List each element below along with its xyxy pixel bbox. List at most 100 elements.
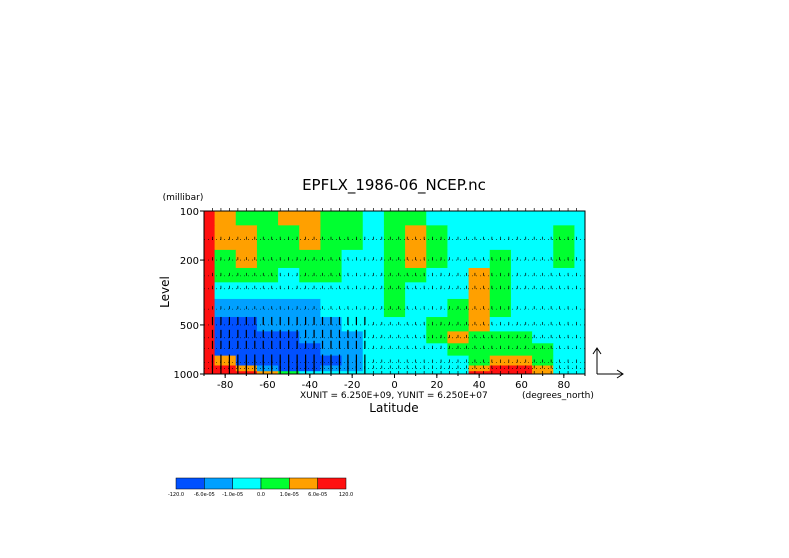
y-axis-label: Level [158, 276, 172, 308]
heatmap-cell [426, 298, 448, 318]
heatmap-cell [204, 331, 216, 344]
heatmap-cell [426, 282, 448, 300]
x-axis-label: Latitude [369, 401, 418, 415]
heatmap-cell [320, 282, 343, 300]
heatmap-cell [341, 317, 364, 332]
heatmap-cell [426, 355, 448, 366]
heatmap-cell [278, 343, 300, 357]
heatmap-cell [468, 249, 491, 269]
x-tick-label: 20 [430, 380, 443, 391]
heatmap-cell [510, 298, 533, 318]
heatmap-cell [383, 355, 406, 366]
reference-vector-key [592, 347, 624, 379]
heatmap-cell [510, 371, 533, 375]
heatmap-cell [510, 331, 533, 344]
heatmap-cell [553, 343, 575, 357]
heatmap-cell [574, 365, 586, 372]
heatmap-cell [256, 282, 279, 300]
heatmap-cell [214, 371, 237, 375]
colorbar-label: 120.0 [339, 492, 353, 498]
heatmap-cell [214, 298, 237, 318]
heatmap-cell [553, 211, 575, 226]
heatmap-cell [553, 225, 575, 251]
heatmap-cell [256, 317, 279, 332]
heatmap-cell [426, 249, 448, 269]
heatmap-cell [574, 211, 586, 226]
heatmap-cell [341, 282, 364, 300]
heatmap-cell [574, 225, 586, 251]
heatmap-cell [468, 365, 491, 372]
heatmap-cell [383, 317, 406, 332]
heatmap-cell [341, 298, 364, 318]
heatmap-cell [299, 282, 321, 300]
heatmap-cells [204, 211, 586, 375]
heatmap-cell [574, 371, 586, 375]
heatmap-cell [256, 371, 279, 375]
unit-note: XUNIT = 6.250E+09, YUNIT = 6.250E+07 [300, 391, 488, 401]
heatmap-cell [489, 211, 512, 226]
heatmap-cell [532, 365, 554, 372]
heatmap-cell [468, 282, 491, 300]
heatmap-cell [468, 225, 491, 251]
heatmap-cell [468, 317, 491, 332]
heatmap-cell [553, 371, 575, 375]
heatmap-cell [510, 211, 533, 226]
heatmap-cell [405, 365, 427, 372]
heatmap-cell [426, 317, 448, 332]
heatmap-cell [256, 365, 279, 372]
heatmap-cell [299, 371, 321, 375]
y-axis-ticks: 100 200 500 1000 [174, 207, 204, 381]
x-tick-label: 80 [557, 380, 570, 391]
colorbar-swatch [204, 477, 233, 490]
heatmap-cell [299, 225, 321, 251]
heatmap-cell [204, 371, 216, 375]
colorbar-label: -6.0e-05 [194, 492, 215, 498]
heatmap-cell [447, 343, 470, 357]
heatmap-cell [341, 211, 364, 226]
heatmap-cell [426, 343, 448, 357]
y-tick-label: 100 [180, 207, 199, 218]
heatmap-cell [299, 365, 321, 372]
heatmap-cell [299, 355, 321, 366]
heatmap-cell [341, 343, 364, 357]
reference-arrow-up-head [592, 347, 602, 355]
heatmap-cell [574, 282, 586, 300]
heatmap-cell [256, 331, 279, 344]
heatmap-cell [383, 298, 406, 318]
flux-vectors [211, 208, 577, 374]
heatmap-cell [574, 317, 586, 332]
heatmap-cell [299, 317, 321, 332]
colorbar-swatch [317, 477, 347, 490]
x-axis-ticks: -80 -60 -40 -20 0 20 40 60 80 [203, 374, 586, 391]
heatmap-cell [468, 211, 491, 226]
heatmap-cell [341, 371, 364, 375]
heatmap-cell [214, 249, 237, 269]
heatmap-cell [510, 282, 533, 300]
heatmap-cell [553, 355, 575, 366]
heatmap-cell [383, 249, 406, 269]
heatmap-cell [383, 343, 406, 357]
heatmap-cell [510, 365, 533, 372]
heatmap-cell [468, 298, 491, 318]
heatmap-cell [532, 282, 554, 300]
y-axis-units: (millibar) [163, 193, 204, 203]
heatmap-cell [204, 282, 216, 300]
heatmap-cell [383, 365, 406, 372]
colorbar-legend: -120.0 -6.0e-05 -1.0e-05 0.0 1.0e-05 6.0e-05 1… [168, 477, 353, 498]
heatmap-cell [510, 267, 533, 283]
heatmap-cell [341, 355, 364, 366]
heatmap-cell [299, 249, 321, 269]
heatmap-cell [235, 211, 258, 226]
heatmap-cell [214, 343, 237, 357]
colorbar-label: -120.0 [168, 492, 184, 498]
heatmap-cell [383, 371, 406, 375]
heatmap-cell [553, 317, 575, 332]
heatmap-cell [299, 343, 321, 357]
heatmap-cell [489, 343, 512, 357]
heatmap-cell [510, 343, 533, 357]
colorbar-label: 1.0e-05 [280, 492, 299, 498]
colorbar-swatch [175, 477, 205, 490]
heatmap-cell [574, 343, 586, 357]
heatmap-cell [574, 331, 586, 344]
heatmap-cell [256, 225, 279, 251]
